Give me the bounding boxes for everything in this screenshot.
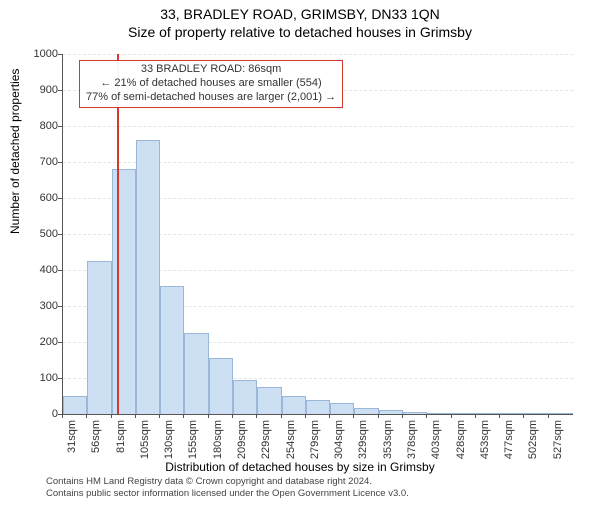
x-tick-label: 229sqm [260,420,272,460]
histogram-bar [209,358,233,414]
histogram-bar [233,380,257,414]
annotation-line3: 77% of semi-detached houses are larger (… [86,91,336,103]
histogram-bar [476,413,500,414]
histogram-bar [63,396,87,414]
x-tick-label: 403sqm [430,420,442,460]
y-tick-label: 400 [30,264,58,276]
histogram-bar [112,169,136,414]
y-tick-label: 100 [30,372,58,384]
y-tick-label: 800 [30,120,58,132]
x-tick-label: 502sqm [527,420,539,460]
histogram-bar [524,413,548,414]
histogram-bar [452,413,476,414]
histogram-bar [160,286,184,414]
histogram-bar [403,412,427,414]
attribution-line1: Contains HM Land Registry data © Crown c… [46,476,372,487]
annotation-box: 33 BRADLEY ROAD: 86sqm ← 21% of detached … [79,60,343,108]
y-tick-label: 500 [30,228,58,240]
x-tick-label: 209sqm [236,420,248,460]
histogram-bar [184,333,208,414]
y-tick-label: 300 [30,300,58,312]
x-tick-label: 155sqm [187,420,199,460]
x-tick-label: 31sqm [66,420,78,460]
y-tick-label: 900 [30,84,58,96]
annotation-line1: 33 BRADLEY ROAD: 86sqm [141,63,281,75]
histogram-bar [136,140,160,414]
y-tick-label: 1000 [30,48,58,60]
x-tick-label: 180sqm [212,420,224,460]
histogram-bar [306,400,330,414]
histogram-bar [257,387,281,414]
x-tick-label: 254sqm [285,420,297,460]
x-tick-label: 353sqm [382,420,394,460]
x-tick-label: 105sqm [139,420,151,460]
x-tick-label: 428sqm [455,420,467,460]
histogram-bar [87,261,111,414]
histogram-bar [354,408,378,414]
attribution-line2: Contains public sector information licen… [46,488,409,499]
y-tick-label: 200 [30,336,58,348]
x-tick-label: 279sqm [309,420,321,460]
x-axis-title: Distribution of detached houses by size … [0,460,600,474]
y-tick-label: 600 [30,192,58,204]
histogram-bar [500,413,524,414]
attribution-text: Contains HM Land Registry data © Crown c… [46,476,409,500]
histogram-bar [379,410,403,414]
histogram-bar [549,413,573,414]
y-tick-label: 0 [30,408,58,420]
x-tick-label: 453sqm [479,420,491,460]
x-tick-label: 81sqm [115,420,127,460]
histogram-bar [330,403,354,414]
x-tick-label: 56sqm [90,420,102,460]
annotation-line2: ← 21% of detached houses are smaller (55… [100,77,321,89]
histogram-chart: 33 BRADLEY ROAD: 86sqm ← 21% of detached … [62,54,573,415]
histogram-bar [427,413,451,414]
x-tick-label: 378sqm [406,420,418,460]
x-tick-label: 304sqm [333,420,345,460]
histogram-bar [282,396,306,414]
page-address: 33, BRADLEY ROAD, GRIMSBY, DN33 1QN [0,6,600,22]
page-title: Size of property relative to detached ho… [0,24,600,40]
x-tick-label: 477sqm [503,420,515,460]
y-tick-label: 700 [30,156,58,168]
x-tick-label: 130sqm [163,420,175,460]
x-tick-label: 329sqm [357,420,369,460]
x-tick-label: 527sqm [552,420,564,460]
y-axis-title: Number of detached properties [8,69,22,234]
